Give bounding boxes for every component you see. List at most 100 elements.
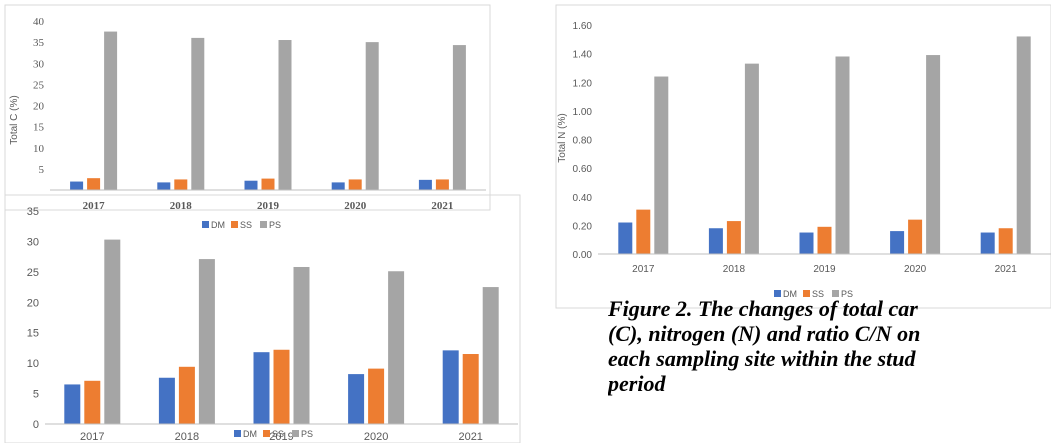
chart-1: 5 10 15 20 25 30 35 40 Total C (%) 2017 2018 2019 20… bbox=[4, 4, 491, 230]
caption-line: (C), nitrogen (N) and ratio C/N on bbox=[608, 321, 921, 346]
chart-3: 0 5 10 15 20 25 30 35 2017 2018 2019 2020 2021 DM SS PS bbox=[4, 194, 521, 443]
bar-ss bbox=[817, 226, 832, 254]
bar-ss bbox=[908, 219, 923, 254]
bar-ss bbox=[998, 228, 1013, 254]
y-tick-label: 35 bbox=[27, 206, 39, 218]
y-tick-label: 30 bbox=[33, 58, 45, 70]
bar-ps bbox=[198, 259, 215, 424]
legend-swatch bbox=[292, 430, 299, 437]
chart-frame bbox=[4, 194, 521, 443]
x-tick-label: 2021 bbox=[458, 431, 482, 443]
legend-swatch bbox=[231, 221, 238, 228]
bar-ss bbox=[84, 380, 101, 424]
y-tick-label: 0.80 bbox=[573, 136, 593, 147]
x-tick-label: 2017 bbox=[632, 264, 655, 275]
bar-dm bbox=[980, 232, 995, 254]
y-tick-label: 0.60 bbox=[573, 164, 593, 175]
bar-ss bbox=[261, 178, 275, 190]
y-tick-label: 10 bbox=[33, 143, 45, 155]
y-tick-label: 15 bbox=[27, 328, 39, 340]
bar-dm bbox=[348, 374, 365, 424]
bar-dm bbox=[244, 180, 258, 190]
bar-ss bbox=[348, 179, 362, 190]
bar-dm bbox=[64, 384, 81, 424]
bar-ss bbox=[178, 366, 195, 424]
bar-dm bbox=[158, 377, 175, 424]
bar-ss bbox=[462, 354, 479, 424]
x-tick-label: 2018 bbox=[723, 264, 746, 275]
legend-swatch bbox=[234, 430, 241, 437]
bar-ps bbox=[744, 63, 759, 254]
y-tick-label: 1.00 bbox=[573, 107, 593, 118]
bar-dm bbox=[253, 352, 270, 424]
x-tick-label: 2020 bbox=[904, 264, 927, 275]
bar-ss bbox=[726, 221, 741, 254]
bar-ss bbox=[87, 178, 101, 190]
bar-dm bbox=[70, 181, 84, 190]
x-tick-label: 2020 bbox=[344, 200, 367, 212]
y-tick-label: 1.60 bbox=[573, 21, 593, 32]
bar-ss bbox=[273, 349, 290, 424]
y-tick-label: 25 bbox=[27, 267, 39, 279]
legend-swatch bbox=[803, 290, 810, 297]
x-tick-label: 2018 bbox=[175, 431, 199, 443]
bar-ps bbox=[104, 239, 121, 424]
legend-label: DM bbox=[211, 220, 225, 230]
legend-label: PS bbox=[269, 220, 281, 230]
chart-frame bbox=[4, 4, 491, 211]
y-tick-label: 0.40 bbox=[573, 193, 593, 204]
legend-swatch bbox=[832, 290, 839, 297]
bar-ps bbox=[104, 31, 118, 190]
chart-frame bbox=[555, 4, 1051, 309]
y-tick-label: 0.20 bbox=[573, 221, 593, 232]
x-tick-label: 2018 bbox=[170, 200, 193, 212]
y-tick-label: 30 bbox=[27, 236, 39, 248]
bar-ps bbox=[926, 55, 941, 255]
bar-ps bbox=[278, 40, 292, 191]
y-tick-label: 1.20 bbox=[573, 78, 593, 89]
bar-ps bbox=[1016, 36, 1031, 255]
bar-dm bbox=[890, 231, 905, 254]
y-axis-label: Total N (%) bbox=[557, 113, 568, 162]
legend-label: SS bbox=[240, 220, 252, 230]
caption-line: period bbox=[608, 371, 666, 396]
bar-dm bbox=[442, 350, 459, 424]
x-tick-label: 2017 bbox=[80, 431, 104, 443]
legend-swatch bbox=[202, 221, 209, 228]
y-tick-label: 10 bbox=[27, 358, 39, 370]
y-tick-label: 0 bbox=[33, 419, 39, 431]
legend-label: SS bbox=[272, 429, 284, 439]
bar-dm bbox=[157, 182, 171, 190]
bar-dm bbox=[418, 179, 432, 190]
x-tick-label: 2019 bbox=[813, 264, 836, 275]
bar-ps bbox=[482, 287, 499, 424]
y-tick-label: 20 bbox=[33, 101, 45, 113]
bar-ps bbox=[452, 45, 466, 190]
bar-ps bbox=[365, 42, 379, 190]
caption-line: Figure 2. The changes of total car bbox=[608, 296, 918, 321]
bar-ps bbox=[835, 56, 850, 254]
legend-label: SS bbox=[812, 289, 824, 299]
bar-ss bbox=[636, 209, 651, 254]
y-tick-label: 5 bbox=[33, 389, 39, 401]
chart-2: 0.00 0.20 0.40 0.60 0.80 1.00 1.20 1.40 1.60 Tota… bbox=[555, 4, 1051, 309]
y-tick-label: 1.40 bbox=[573, 50, 593, 61]
legend-label: DM bbox=[783, 289, 797, 299]
legend-label: PS bbox=[841, 289, 853, 299]
bar-ss bbox=[368, 368, 385, 424]
y-tick-label: 40 bbox=[33, 16, 45, 28]
x-tick-label: 2021 bbox=[995, 264, 1018, 275]
bar-ss bbox=[174, 179, 188, 190]
figure-caption: Figure 2. The changes of total car (C), … bbox=[608, 296, 1051, 443]
x-tick-label: 2019 bbox=[269, 431, 293, 443]
y-tick-label: 15 bbox=[33, 122, 45, 134]
legend-swatch bbox=[774, 290, 781, 297]
bar-dm bbox=[618, 222, 633, 254]
x-tick-label: 2017 bbox=[83, 200, 106, 212]
x-tick-label: 2021 bbox=[431, 200, 453, 212]
legend-swatch bbox=[263, 430, 270, 437]
bar-ps bbox=[293, 266, 310, 424]
bar-ps bbox=[388, 271, 405, 424]
y-tick-label: 35 bbox=[33, 37, 45, 49]
